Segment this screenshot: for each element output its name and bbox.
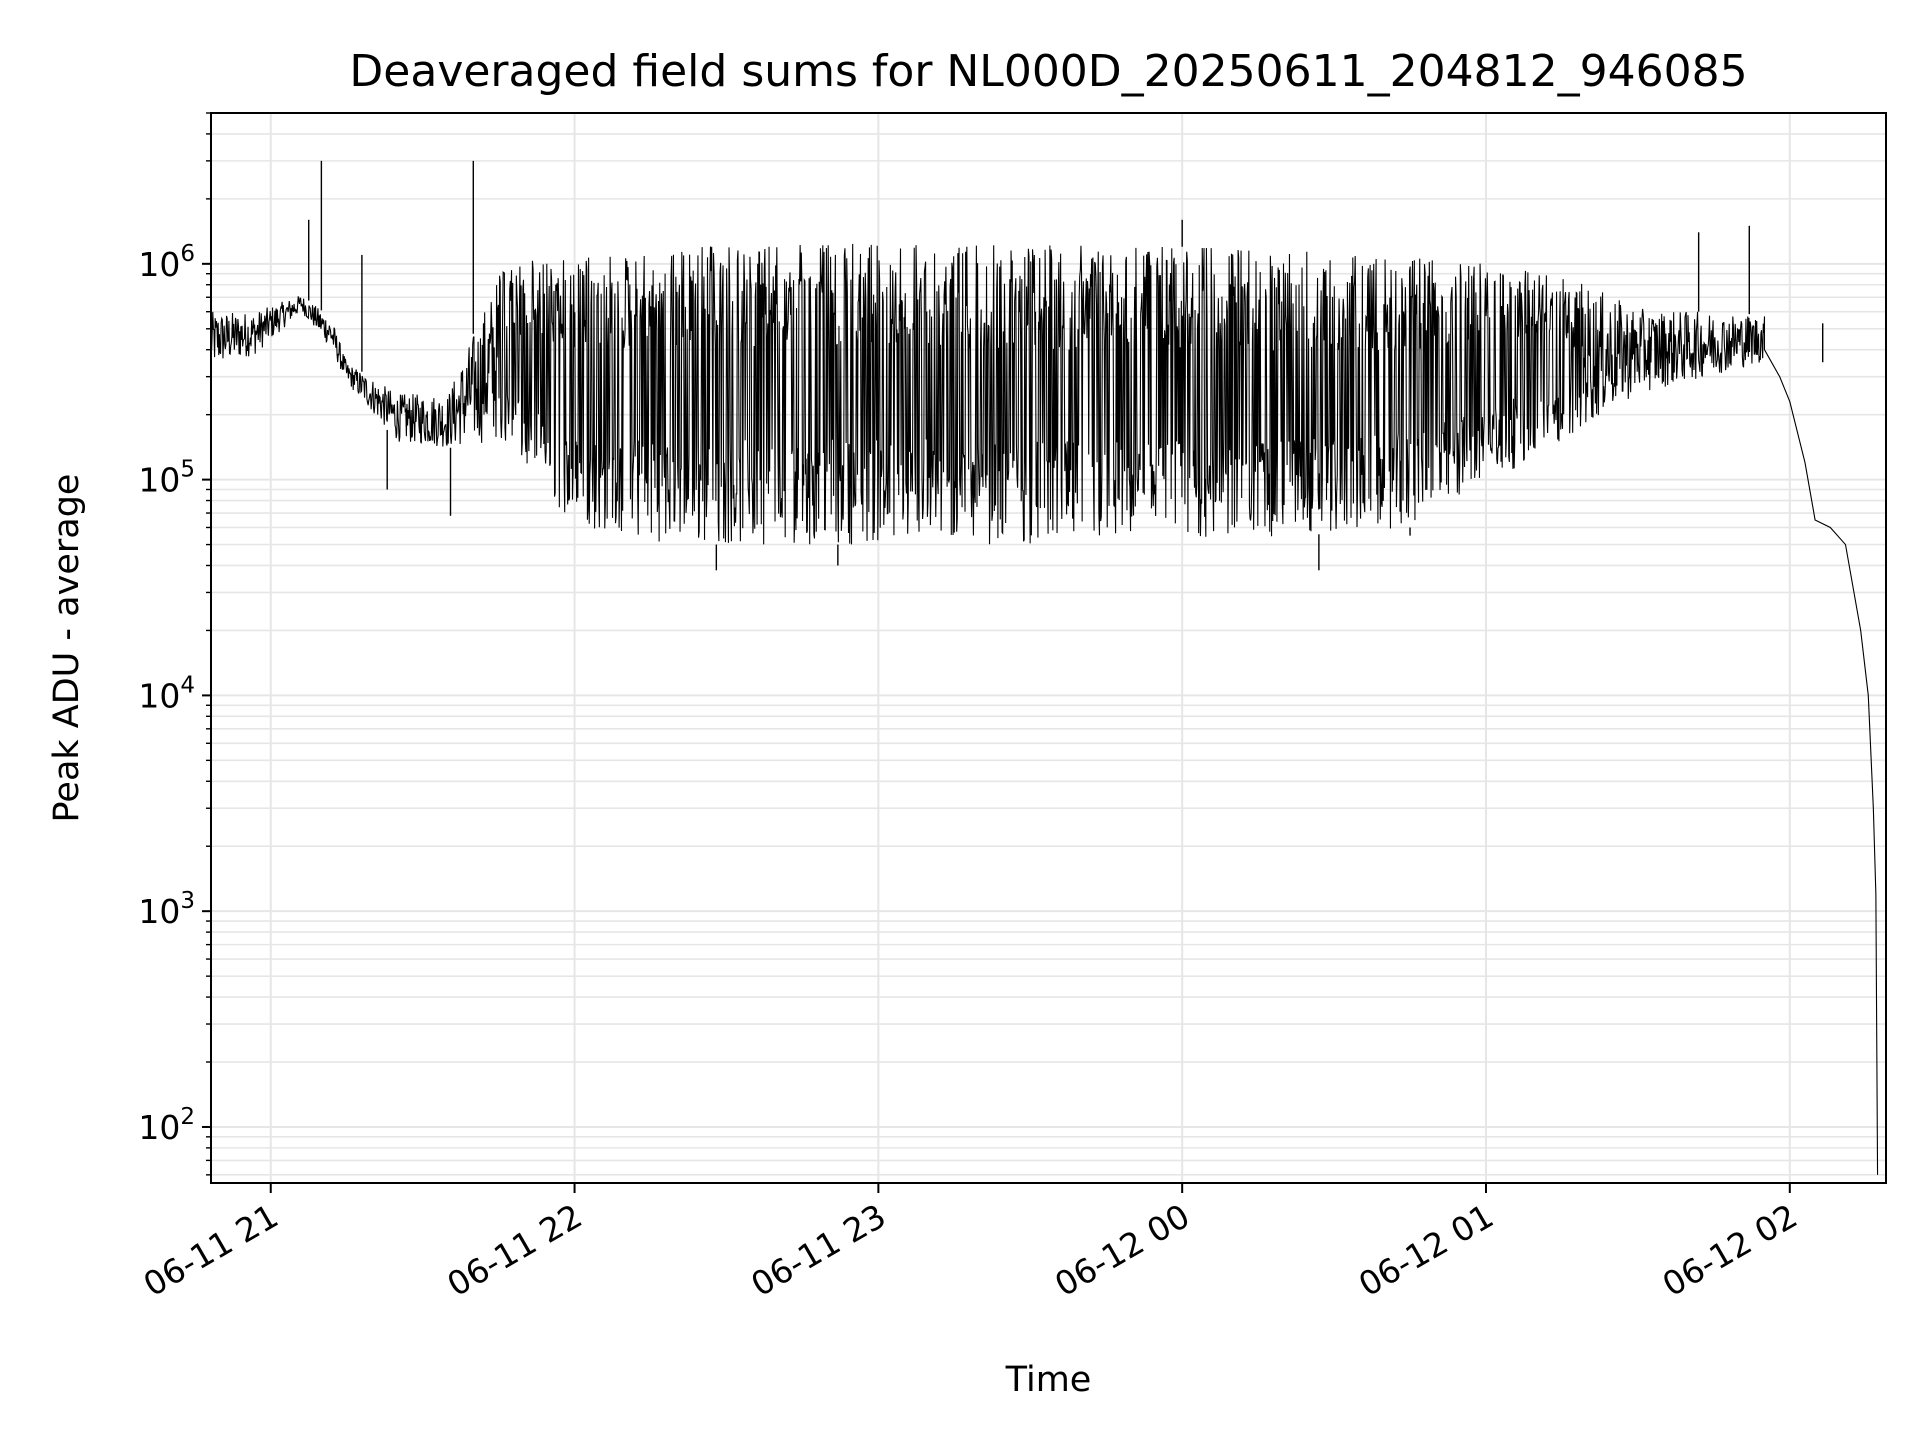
data-series [210,160,1879,1175]
y-tick-label: 103 [138,888,195,931]
series-line [210,243,1879,1175]
y-axis: 102 103 104 105 106 [138,112,211,1176]
y-axis-label: Peak ADU - average [47,474,87,823]
y-tick-label: 104 [138,672,195,715]
chart-title: Deaveraged field sums for NL000D_2025061… [349,46,1747,97]
grid [211,112,1886,1183]
y-tick-label: 105 [138,457,195,500]
plot-frame [210,112,1887,1184]
y-tick-label: 102 [138,1104,195,1147]
x-axis-label: Time [1005,1360,1092,1400]
y-tick-label: 106 [138,241,195,284]
